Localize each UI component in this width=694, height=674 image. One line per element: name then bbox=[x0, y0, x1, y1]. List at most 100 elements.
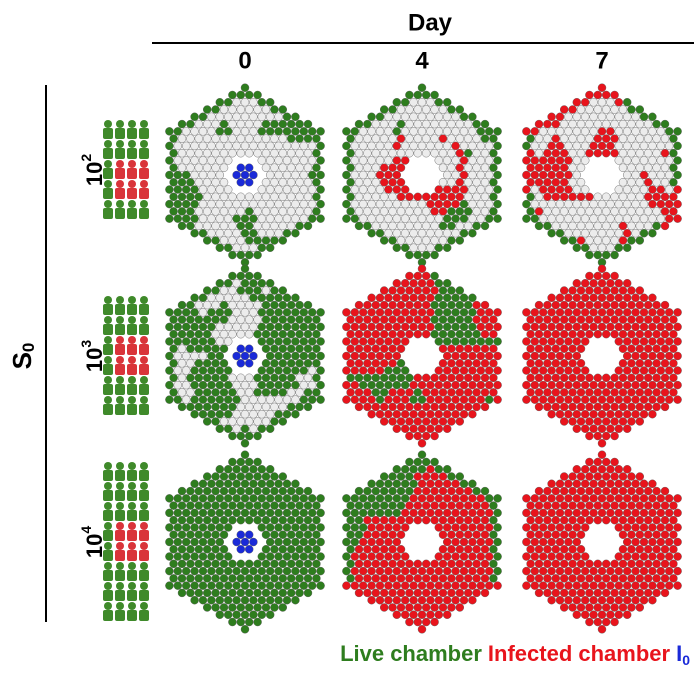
chamber bbox=[165, 337, 173, 345]
chamber bbox=[456, 287, 464, 295]
chamber bbox=[245, 417, 253, 425]
chamber bbox=[397, 374, 405, 382]
chamber bbox=[473, 359, 481, 367]
chamber bbox=[468, 480, 476, 488]
chamber bbox=[266, 396, 274, 404]
chamber bbox=[397, 120, 405, 128]
chamber bbox=[199, 142, 207, 150]
chamber bbox=[473, 531, 481, 539]
chamber bbox=[368, 127, 376, 135]
chamber bbox=[636, 359, 644, 367]
chamber bbox=[531, 200, 539, 208]
chamber bbox=[266, 215, 274, 223]
chamber bbox=[522, 308, 530, 316]
chamber bbox=[245, 359, 253, 367]
chamber bbox=[291, 367, 299, 375]
chamber bbox=[355, 193, 363, 201]
chamber bbox=[203, 417, 211, 425]
chamber bbox=[674, 538, 682, 546]
chamber bbox=[456, 345, 464, 353]
chamber bbox=[359, 215, 367, 223]
person-body bbox=[115, 490, 125, 501]
chamber bbox=[228, 207, 236, 215]
chamber bbox=[351, 381, 359, 389]
chamber bbox=[606, 567, 614, 575]
chamber bbox=[393, 425, 401, 433]
chamber bbox=[543, 545, 551, 553]
chamber bbox=[195, 560, 203, 568]
chamber bbox=[376, 553, 384, 561]
chamber bbox=[548, 367, 556, 375]
person-head bbox=[140, 602, 148, 610]
chamber bbox=[291, 156, 299, 164]
chamber bbox=[452, 171, 460, 179]
chamber bbox=[287, 531, 295, 539]
chamber bbox=[452, 410, 460, 418]
chamber bbox=[304, 359, 312, 367]
chamber bbox=[452, 229, 460, 237]
chamber bbox=[473, 164, 481, 172]
chamber bbox=[317, 538, 325, 546]
chamber bbox=[275, 509, 283, 517]
chamber bbox=[270, 516, 278, 524]
chamber bbox=[623, 494, 631, 502]
person-head bbox=[116, 462, 124, 470]
chamber bbox=[552, 589, 560, 597]
chamber bbox=[636, 589, 644, 597]
chamber bbox=[494, 200, 502, 208]
chamber bbox=[443, 425, 451, 433]
chamber bbox=[291, 337, 299, 345]
person-head bbox=[116, 502, 124, 510]
row-axis-base: S bbox=[7, 352, 37, 369]
chamber bbox=[481, 502, 489, 510]
chamber bbox=[644, 545, 652, 553]
chamber bbox=[372, 301, 380, 309]
chamber bbox=[590, 98, 598, 106]
chamber bbox=[464, 574, 472, 582]
chamber bbox=[191, 367, 199, 375]
chamber bbox=[165, 381, 173, 389]
chamber bbox=[363, 560, 371, 568]
chamber bbox=[245, 458, 253, 466]
chamber bbox=[456, 207, 464, 215]
person-head bbox=[104, 542, 112, 550]
chamber bbox=[598, 396, 606, 404]
chamber bbox=[443, 582, 451, 590]
chamber bbox=[573, 308, 581, 316]
chamber bbox=[254, 388, 262, 396]
chamber bbox=[653, 487, 661, 495]
chamber bbox=[308, 337, 316, 345]
chamber bbox=[384, 367, 392, 375]
chamber bbox=[207, 308, 215, 316]
chamber bbox=[347, 345, 355, 353]
chamber bbox=[220, 164, 228, 172]
chamber bbox=[203, 574, 211, 582]
chamber bbox=[186, 120, 194, 128]
person-head bbox=[116, 316, 124, 324]
chamber bbox=[178, 301, 186, 309]
chamber bbox=[522, 142, 530, 150]
chamber bbox=[627, 531, 635, 539]
chamber bbox=[464, 301, 472, 309]
chamber bbox=[494, 367, 502, 375]
chamber bbox=[552, 120, 560, 128]
chamber bbox=[220, 222, 228, 230]
chamber bbox=[237, 135, 245, 143]
chamber bbox=[640, 113, 648, 121]
chamber bbox=[174, 494, 182, 502]
chamber bbox=[556, 156, 564, 164]
chamber bbox=[569, 545, 577, 553]
chamber bbox=[464, 403, 472, 411]
chamber bbox=[422, 458, 430, 466]
legend: Live chamberInfected chamberI0 bbox=[340, 641, 690, 668]
chamber bbox=[368, 480, 376, 488]
chamber bbox=[254, 222, 262, 230]
chamber bbox=[669, 330, 677, 338]
chamber bbox=[410, 611, 418, 619]
chamber bbox=[653, 589, 661, 597]
chamber bbox=[552, 193, 560, 201]
chamber bbox=[279, 574, 287, 582]
chamber bbox=[481, 345, 489, 353]
chamber bbox=[611, 222, 619, 230]
chamber bbox=[287, 574, 295, 582]
